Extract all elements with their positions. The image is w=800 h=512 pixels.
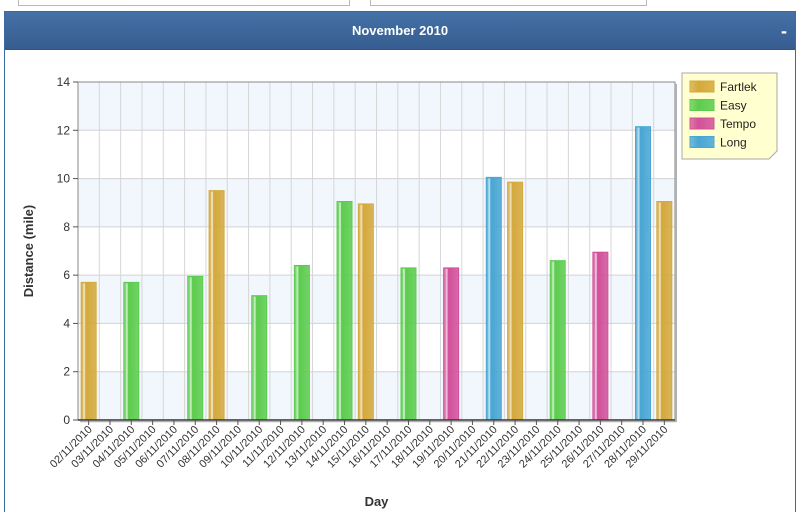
legend-label-easy[interactable]: Easy: [720, 99, 747, 113]
legend-label-long[interactable]: Long: [720, 136, 747, 150]
distance-bar-chart: 02/11/201003/11/201004/11/201005/11/2010…: [21, 72, 778, 509]
legend-label-fartlek[interactable]: Fartlek: [720, 80, 758, 94]
x-axis-label: Day: [365, 494, 390, 509]
tab-stub-left[interactable]: [18, 0, 350, 6]
y-tick-label: 2: [63, 365, 70, 379]
panel-header: November 2010 -: [5, 12, 795, 50]
y-axis-label: Distance (mile): [21, 205, 36, 297]
legend-swatch-easy[interactable]: [689, 99, 715, 111]
y-tick-label: 8: [63, 220, 70, 234]
legend-swatch-fartlek[interactable]: [689, 80, 715, 93]
collapse-button[interactable]: -: [781, 21, 787, 41]
y-tick-label: 10: [57, 172, 71, 186]
panel-title: November 2010: [351, 23, 449, 38]
y-tick-label: 6: [63, 268, 70, 282]
tab-stub-right[interactable]: [370, 0, 647, 6]
top-strip: [0, 0, 800, 10]
y-tick-label: 14: [57, 75, 71, 89]
legend-label-tempo[interactable]: Tempo: [720, 117, 756, 131]
legend-swatch-long[interactable]: [689, 136, 715, 148]
month-panel: November 2010 - 02/11/2010 03/11/2010 04/1…: [4, 11, 796, 512]
y-tick-label: 12: [57, 123, 71, 137]
legend-swatch-tempo[interactable]: [689, 117, 715, 130]
y-tick-label: 4: [63, 316, 70, 330]
y-tick-label: 0: [63, 413, 70, 427]
